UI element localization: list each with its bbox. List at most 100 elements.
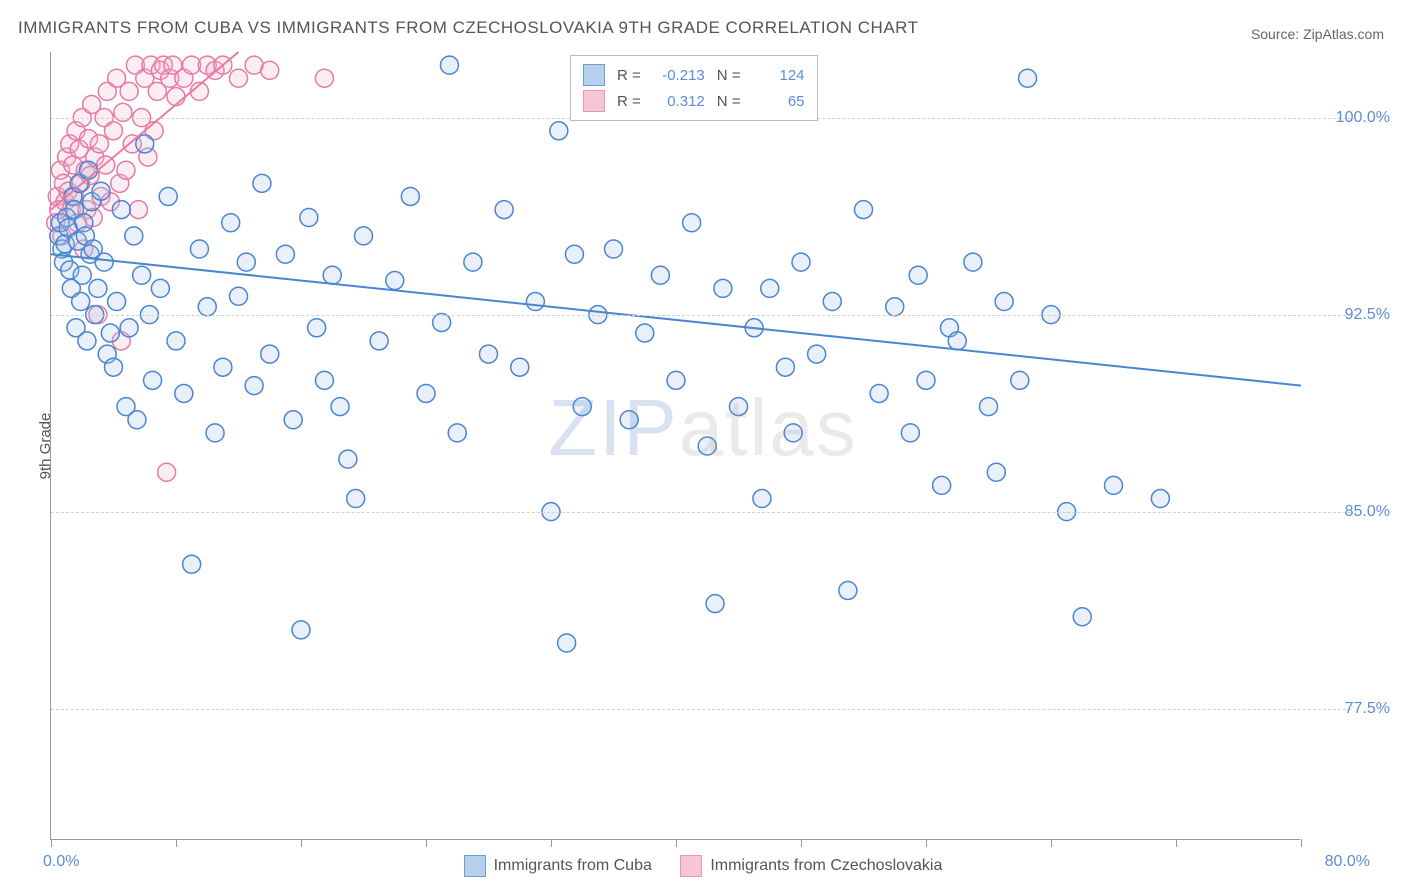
legend-item-cuba: Immigrants from Cuba — [464, 855, 652, 877]
scatter-point-cuba — [792, 253, 810, 271]
scatter-point-cuba — [159, 187, 177, 205]
scatter-point-cuba — [839, 581, 857, 599]
scatter-point-cuba — [386, 272, 404, 290]
scatter-point-cuba — [495, 201, 513, 219]
scatter-point-cuba — [315, 371, 333, 389]
scatter-point-cuba — [558, 634, 576, 652]
r-label: R = — [617, 93, 641, 110]
x-tick — [801, 839, 802, 847]
scatter-point-czech — [261, 61, 279, 79]
scatter-point-cuba — [73, 266, 91, 284]
n-label: N = — [717, 67, 741, 84]
scatter-point-cuba — [987, 463, 1005, 481]
swatch-cuba-bottom — [464, 855, 486, 877]
gridline-h — [51, 315, 1351, 316]
swatch-czech-bottom — [680, 855, 702, 877]
scatter-point-cuba — [714, 279, 732, 297]
r-value-czech: 0.312 — [649, 93, 705, 110]
scatter-point-czech — [90, 135, 108, 153]
scatter-point-czech — [167, 88, 185, 106]
scatter-point-cuba — [370, 332, 388, 350]
scatter-point-cuba — [808, 345, 826, 363]
scatter-point-cuba — [292, 621, 310, 639]
legend-label-cuba: Immigrants from Cuba — [494, 857, 652, 875]
scatter-point-cuba — [565, 245, 583, 263]
scatter-point-cuba — [183, 555, 201, 573]
scatter-point-cuba — [120, 319, 138, 337]
scatter-point-cuba — [605, 240, 623, 258]
gridline-h — [51, 512, 1351, 513]
scatter-point-cuba — [706, 595, 724, 613]
scatter-point-cuba — [72, 293, 90, 311]
scatter-point-cuba — [753, 490, 771, 508]
scatter-point-cuba — [198, 298, 216, 316]
gridline-h — [51, 709, 1351, 710]
scatter-point-cuba — [190, 240, 208, 258]
scatter-point-cuba — [636, 324, 654, 342]
scatter-point-cuba — [964, 253, 982, 271]
scatter-point-cuba — [401, 187, 419, 205]
scatter-point-cuba — [206, 424, 224, 442]
scatter-point-cuba — [253, 174, 271, 192]
scatter-point-cuba — [511, 358, 529, 376]
scatter-point-cuba — [909, 266, 927, 284]
x-tick — [1051, 839, 1052, 847]
scatter-point-czech — [230, 69, 248, 87]
scatter-point-cuba — [573, 398, 591, 416]
scatter-point-cuba — [339, 450, 357, 468]
scatter-point-cuba — [730, 398, 748, 416]
trend-line-cuba — [51, 254, 1301, 385]
legend-row-czech: R = 0.312 N = 65 — [583, 88, 805, 114]
plot-svg — [51, 52, 1300, 839]
scatter-point-cuba — [128, 411, 146, 429]
r-label: R = — [617, 67, 641, 84]
scatter-point-cuba — [550, 122, 568, 140]
scatter-point-cuba — [776, 358, 794, 376]
scatter-point-cuba — [78, 332, 96, 350]
scatter-point-cuba — [144, 371, 162, 389]
scatter-point-cuba — [448, 424, 466, 442]
scatter-point-cuba — [245, 377, 263, 395]
scatter-point-czech — [120, 82, 138, 100]
scatter-point-cuba — [108, 293, 126, 311]
scatter-point-cuba — [933, 476, 951, 494]
scatter-point-cuba — [995, 293, 1013, 311]
scatter-point-cuba — [620, 411, 638, 429]
x-tick — [1301, 839, 1302, 847]
n-value-cuba: 124 — [749, 67, 805, 84]
scatter-point-cuba — [276, 245, 294, 263]
scatter-point-cuba — [175, 384, 193, 402]
scatter-point-cuba — [80, 161, 98, 179]
x-tick — [551, 839, 552, 847]
scatter-point-cuba — [355, 227, 373, 245]
scatter-point-cuba — [222, 214, 240, 232]
scatter-point-cuba — [683, 214, 701, 232]
y-tick-label: 77.5% — [1310, 700, 1390, 718]
scatter-point-cuba — [901, 424, 919, 442]
x-tick — [51, 839, 52, 847]
scatter-point-cuba — [480, 345, 498, 363]
x-tick — [676, 839, 677, 847]
scatter-point-cuba — [237, 253, 255, 271]
scatter-point-cuba — [1073, 608, 1091, 626]
scatter-point-czech — [158, 463, 176, 481]
scatter-point-cuba — [112, 201, 130, 219]
scatter-point-czech — [117, 161, 135, 179]
scatter-point-czech — [114, 103, 132, 121]
x-tick — [1176, 839, 1177, 847]
scatter-point-cuba — [323, 266, 341, 284]
scatter-point-cuba — [870, 384, 888, 402]
x-tick — [301, 839, 302, 847]
scatter-point-cuba — [133, 266, 151, 284]
scatter-point-cuba — [440, 56, 458, 74]
legend-item-czech: Immigrants from Czechoslovakia — [680, 855, 942, 877]
scatter-point-cuba — [948, 332, 966, 350]
scatter-point-czech — [315, 69, 333, 87]
x-tick — [926, 839, 927, 847]
scatter-point-cuba — [855, 201, 873, 219]
scatter-point-czech — [130, 201, 148, 219]
y-tick-label: 92.5% — [1310, 306, 1390, 324]
scatter-point-cuba — [167, 332, 185, 350]
series-legend: Immigrants from Cuba Immigrants from Cze… — [0, 855, 1406, 882]
scatter-point-cuba — [980, 398, 998, 416]
